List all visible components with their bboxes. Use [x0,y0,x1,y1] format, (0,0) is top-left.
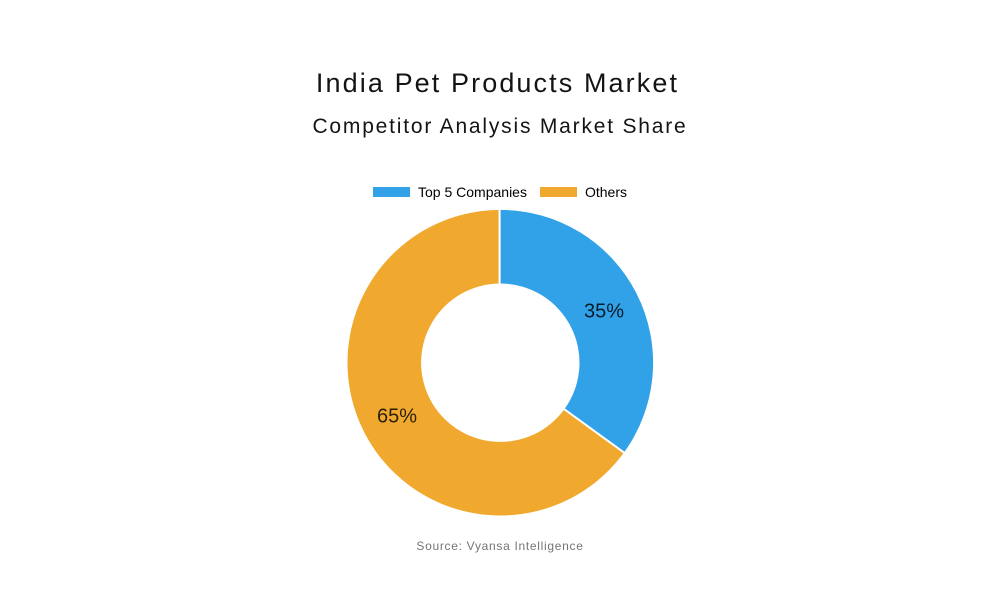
svg-text:35%: 35% [584,301,624,323]
svg-text:65%: 65% [377,406,417,428]
